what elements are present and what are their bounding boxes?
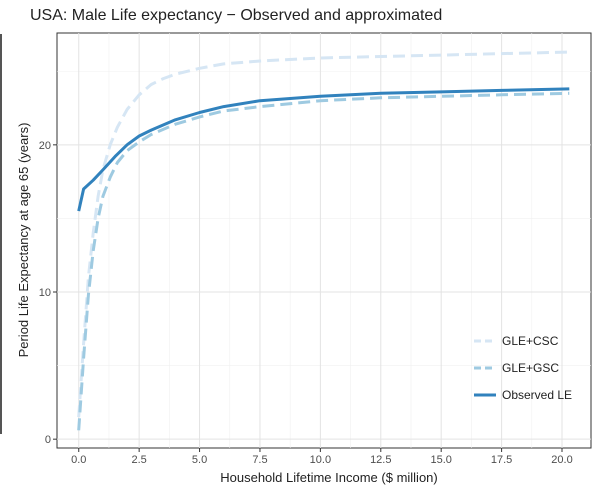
y-tick-label: 10 [39, 287, 51, 299]
chart-title: USA: Male Life expectancy − Observed and… [30, 7, 443, 24]
legend: GLE+CSC GLE+GSC Observed LE [474, 334, 572, 402]
series-line-gle-gsc [77, 91, 570, 431]
x-axis-ticks: 0.0 2.5 5.0 7.5 10.0 12.5 15.0 17.5 20.0 [71, 448, 573, 466]
series-lines [77, 50, 570, 431]
x-axis-title: Household Lifetime Income ($ million) [220, 470, 437, 485]
x-tick-label: 20.0 [551, 454, 572, 466]
image-edge-frame [0, 34, 2, 434]
series-line-gle-csc [77, 50, 570, 418]
y-tick-label: 20 [39, 140, 51, 152]
x-tick-label: 10.0 [310, 454, 331, 466]
legend-label: GLE+GSC [502, 361, 559, 375]
x-tick-label: 0.0 [71, 454, 86, 466]
x-tick-label: 2.5 [132, 454, 147, 466]
x-tick-label: 15.0 [430, 454, 451, 466]
x-tick-label: 5.0 [192, 454, 207, 466]
series-line-observed-le [77, 87, 570, 212]
grid-lines [57, 33, 591, 448]
y-tick-label: 0 [45, 434, 51, 446]
y-axis-title: Period Life Expectancy at age 65 (years) [16, 123, 31, 358]
x-tick-label: 12.5 [370, 454, 391, 466]
legend-label: Observed LE [502, 388, 572, 402]
x-tick-label: 7.5 [252, 454, 267, 466]
y-axis-ticks: 0 10 20 [39, 140, 57, 446]
x-tick-label: 17.5 [491, 454, 512, 466]
legend-label: GLE+CSC [502, 334, 559, 348]
